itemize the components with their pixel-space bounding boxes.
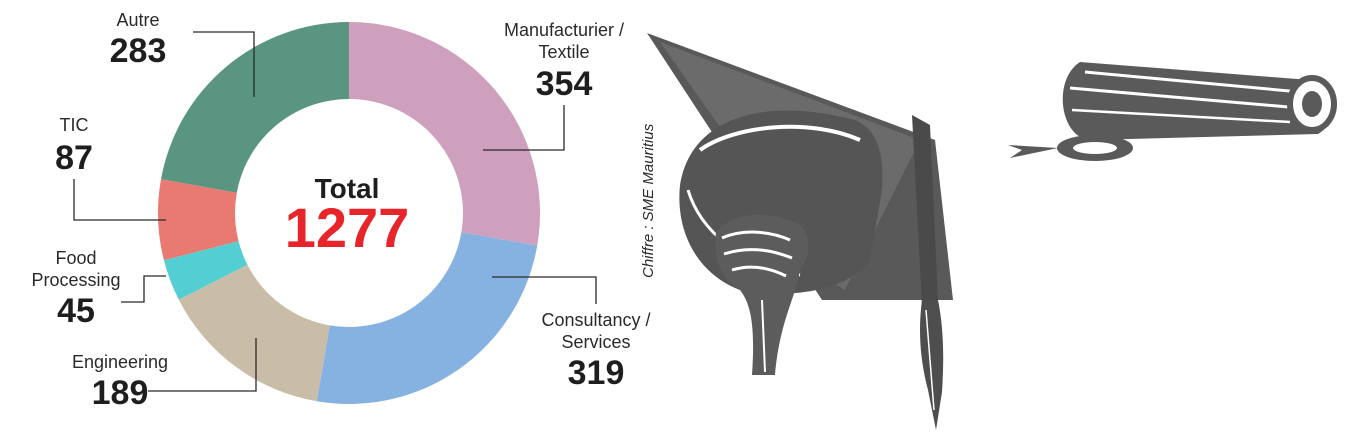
slice-value-0: 354	[536, 65, 593, 103]
slice-value-5: 283	[110, 32, 167, 70]
donut-slice-1	[316, 232, 538, 404]
leader-line-5	[193, 31, 255, 97]
diploma-scroll-icon	[1008, 62, 1337, 161]
donut-slice-4	[158, 179, 239, 261]
graduation-cap-icon	[647, 33, 953, 430]
leader-line-4	[73, 179, 166, 221]
slice-label-0: Manufacturier /	[504, 20, 624, 40]
slice-label-1: Consultancy /	[541, 310, 650, 330]
slice-value-2: 189	[92, 374, 149, 412]
slice-label-4: TIC	[60, 115, 89, 135]
donut-chart	[158, 22, 541, 404]
slice-label-3: Processing	[31, 270, 120, 290]
source-credit: Chiffre : SME Mauritius	[640, 123, 657, 278]
total-label: Total	[315, 173, 380, 204]
slice-label-1: Services	[561, 332, 630, 352]
slice-label-5: Autre	[116, 10, 159, 30]
slice-value-1: 319	[568, 354, 625, 392]
leader-line-3	[121, 275, 166, 303]
total-value: 1277	[285, 196, 410, 259]
slice-label-2: Engineering	[72, 352, 168, 372]
slice-label-3: Food	[55, 248, 96, 268]
slice-value-4: 87	[55, 139, 93, 177]
donut-slice-0	[349, 22, 541, 246]
donut-slice-5	[161, 22, 349, 193]
donut-slice-3	[163, 241, 248, 300]
leader-line-0	[483, 105, 565, 151]
slice-labels: Manufacturier /Textile 354 Consultancy /Se…	[31, 10, 650, 412]
leader-line-1	[492, 276, 597, 304]
slice-value-3: 45	[57, 292, 95, 330]
leader-line-2	[148, 338, 257, 392]
donut-slice-2	[178, 264, 330, 402]
slice-label-0: Textile	[538, 42, 589, 62]
